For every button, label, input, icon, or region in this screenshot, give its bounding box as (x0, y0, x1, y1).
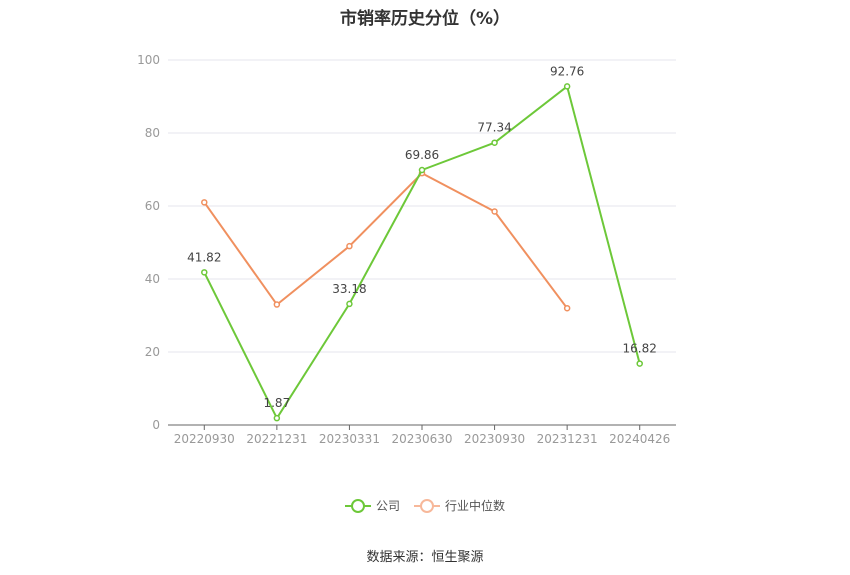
x-tick-label: 20231231 (537, 432, 598, 446)
legend-marker-company (344, 498, 371, 513)
point-company (636, 360, 643, 367)
point-company (273, 414, 281, 422)
x-tick-label: 20221231 (246, 432, 307, 446)
legend-item-company[interactable]: 公司 (344, 497, 400, 514)
series-lines (201, 83, 643, 422)
legend-label-company: 公司 (375, 499, 400, 513)
point-industry-median (346, 242, 353, 250)
chart-title: 市销率历史分位（%） (339, 9, 511, 29)
point-company (346, 300, 353, 308)
point-industry-median (273, 301, 281, 308)
legend-label-industry-median: 行业中位数 (445, 499, 506, 513)
point-company (418, 166, 426, 174)
data-source: 数据来源：恒生聚源 (366, 550, 484, 565)
data-label: 1.87 (263, 396, 290, 410)
grid-lines (168, 59, 676, 353)
series-line-industry-median (203, 172, 568, 309)
y-tick-label: 40 (145, 272, 160, 286)
y-tick-label: 100 (137, 53, 160, 67)
data-label: 16.82 (623, 342, 657, 356)
data-label: 77.34 (477, 121, 511, 135)
x-tick-label: 20230930 (464, 432, 525, 446)
x-tick-label: 20230331 (319, 432, 380, 446)
series-line-company (203, 85, 641, 420)
x-axis: 20220930 20221231 20230331 20230630 20230930… (168, 424, 676, 446)
legend-item-industry-median[interactable]: 行业中位数 (414, 497, 505, 514)
y-tick-label: 80 (145, 126, 160, 140)
data-label: 41.82 (187, 250, 221, 264)
y-tick-label: 0 (152, 418, 160, 432)
legend-marker-industry-median (414, 498, 440, 513)
x-tick-label: 20240426 (609, 432, 670, 446)
y-tick-label: 20 (145, 345, 160, 359)
point-industry-median (563, 304, 571, 312)
y-tick-label: 60 (145, 199, 160, 213)
point-industry-median (201, 199, 208, 206)
y-axis-ticks: 0 20 40 60 80 100 (137, 53, 160, 432)
x-tick-label: 20230630 (391, 432, 452, 446)
point-company (491, 139, 498, 146)
data-label: 33.18 (332, 282, 366, 296)
data-labels: 41.82 1.87 33.18 69.86 77.34 92.76 16.82 (187, 64, 657, 410)
data-label: 69.86 (405, 148, 439, 162)
point-industry-median (491, 208, 498, 215)
point-company (563, 83, 571, 90)
point-company (201, 269, 208, 276)
data-label: 92.76 (550, 64, 584, 78)
x-tick-label: 20220930 (174, 432, 235, 446)
legend: 公司 行业中位数 (0, 497, 850, 514)
